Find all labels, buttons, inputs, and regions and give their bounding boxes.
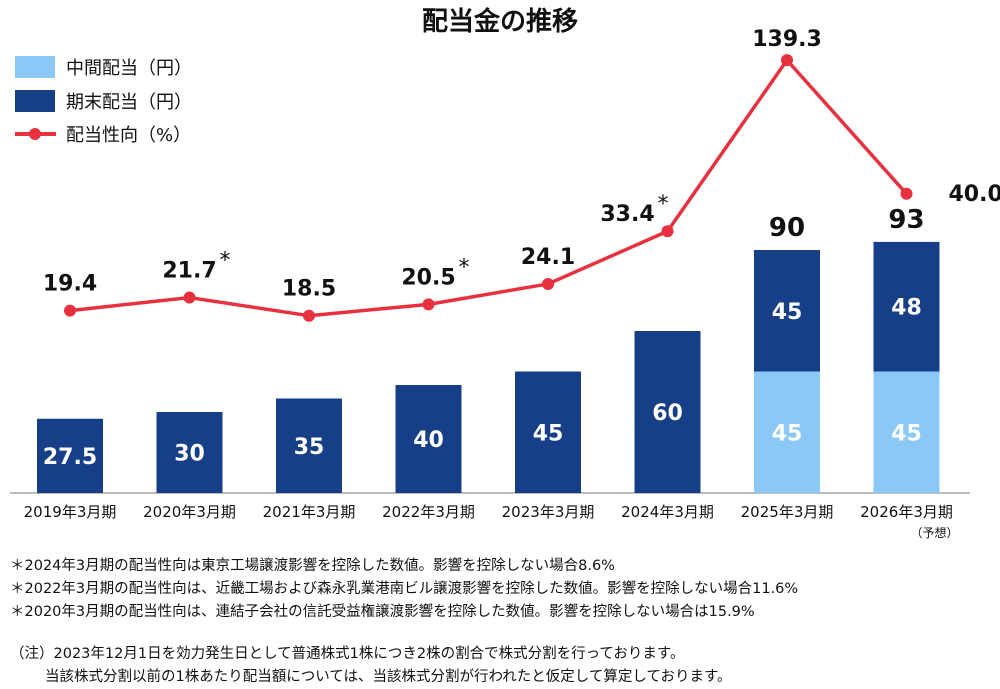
footnote-2: ＊2022年3月期の配当性向は、近畿工場および森永乳業港南ビル譲渡影響を控除した… xyxy=(10,579,798,597)
payout-asterisk: * xyxy=(220,249,231,274)
footnote-1: ＊2024年3月期の配当性向は東京工場譲渡影響を控除した数値。影響を控除しない場… xyxy=(10,556,615,574)
payout-point xyxy=(64,304,76,317)
payout-label: 19.4 xyxy=(43,272,97,297)
x-tick-label: 2025年3月期 xyxy=(741,503,834,521)
legend-swatch-interim xyxy=(15,56,55,78)
legend-marker-payout xyxy=(29,128,41,140)
legend-swatch-final xyxy=(15,90,55,112)
payout-asterisk: * xyxy=(658,192,669,217)
bar-label-final: 40 xyxy=(413,428,444,453)
payout-point xyxy=(303,309,315,322)
x-tick-label: 2023年3月期 xyxy=(502,503,595,521)
footnotes: ＊2024年3月期の配当性向は東京工場譲渡影響を控除した数値。影響を控除しない場… xyxy=(10,556,798,685)
payout-label: 24.1 xyxy=(521,245,575,270)
bar-total-label: 93 xyxy=(888,205,924,235)
bar-label-final: 45 xyxy=(533,421,564,446)
legend-label-payout: 配当性向（%） xyxy=(66,125,191,146)
payout-point xyxy=(183,291,196,304)
bar-final xyxy=(873,241,940,372)
x-tick-label: 2020年3月期 xyxy=(143,503,236,521)
x-tick-label: 2026年3月期 xyxy=(860,503,953,521)
payout-label: 21.7 xyxy=(162,259,216,284)
bar-final xyxy=(515,371,581,493)
payout-point xyxy=(542,277,554,290)
legend-label-final: 期末配当（円） xyxy=(66,92,192,113)
payout-label: 139.3 xyxy=(752,27,822,52)
bar-final xyxy=(634,331,701,493)
bar-label-final: 30 xyxy=(174,442,205,467)
payout-asterisk: * xyxy=(459,255,470,280)
bar-label-final: 27.5 xyxy=(43,445,97,470)
bar-label-final: 60 xyxy=(652,401,683,426)
x-tick-label: 2024年3月期 xyxy=(621,503,714,521)
footnote-3: ＊2020年3月期の配当性向は、連結子会社の信託受益権譲渡影響を控除した数値。影… xyxy=(10,602,755,620)
x-tick-label: 2022年3月期 xyxy=(382,503,475,521)
x-tick-label: 2019年3月期 xyxy=(24,503,117,521)
bar-label-final: 45 xyxy=(772,300,803,325)
payout-label: 40.0 xyxy=(949,182,1000,207)
bar-layer xyxy=(37,241,940,493)
payout-point xyxy=(781,54,793,67)
bar-label-interim: 45 xyxy=(772,421,803,446)
payout-label: 18.5 xyxy=(282,277,336,302)
bar-label-final: 48 xyxy=(891,296,922,321)
payout-line-layer xyxy=(64,54,913,322)
payout-label: 33.4 xyxy=(600,202,654,227)
x-tick-note: （予想） xyxy=(910,525,958,540)
x-axis-ticks: 2019年3月期 2020年3月期 2021年3月期 2022年3月期 2023年3月期… xyxy=(24,503,959,540)
payout-label: 20.5 xyxy=(401,265,455,290)
note-line-2: 当該株式分割以前の1株あたり配当額については、当該株式分割が行われたと仮定して算… xyxy=(45,668,732,685)
payout-line xyxy=(69,58,908,318)
bar-total-label: 90 xyxy=(769,213,805,243)
note-line-1: （注）2023年12月1日を効力発生日として普通株式1株につき2株の割合で株式分… xyxy=(10,645,684,662)
payout-point xyxy=(900,187,913,200)
payout-point xyxy=(422,298,435,311)
bar-label-interim: 45 xyxy=(891,421,922,446)
payout-point xyxy=(661,225,674,238)
bar-final xyxy=(276,398,342,493)
bar-final xyxy=(37,418,103,493)
x-tick-label: 2021年3月期 xyxy=(263,503,356,521)
legend: 中間配当（円） 期末配当（円） 配当性向（%） xyxy=(15,56,192,146)
bar-label-final: 35 xyxy=(294,435,325,460)
bar-interim xyxy=(873,371,940,493)
bar-interim xyxy=(754,371,820,493)
bar-final xyxy=(395,385,462,493)
bar-final xyxy=(754,250,820,372)
chart-title: 配当金の推移 xyxy=(422,6,578,37)
bar-final xyxy=(156,412,223,493)
legend-label-interim: 中間配当（円） xyxy=(66,58,192,79)
